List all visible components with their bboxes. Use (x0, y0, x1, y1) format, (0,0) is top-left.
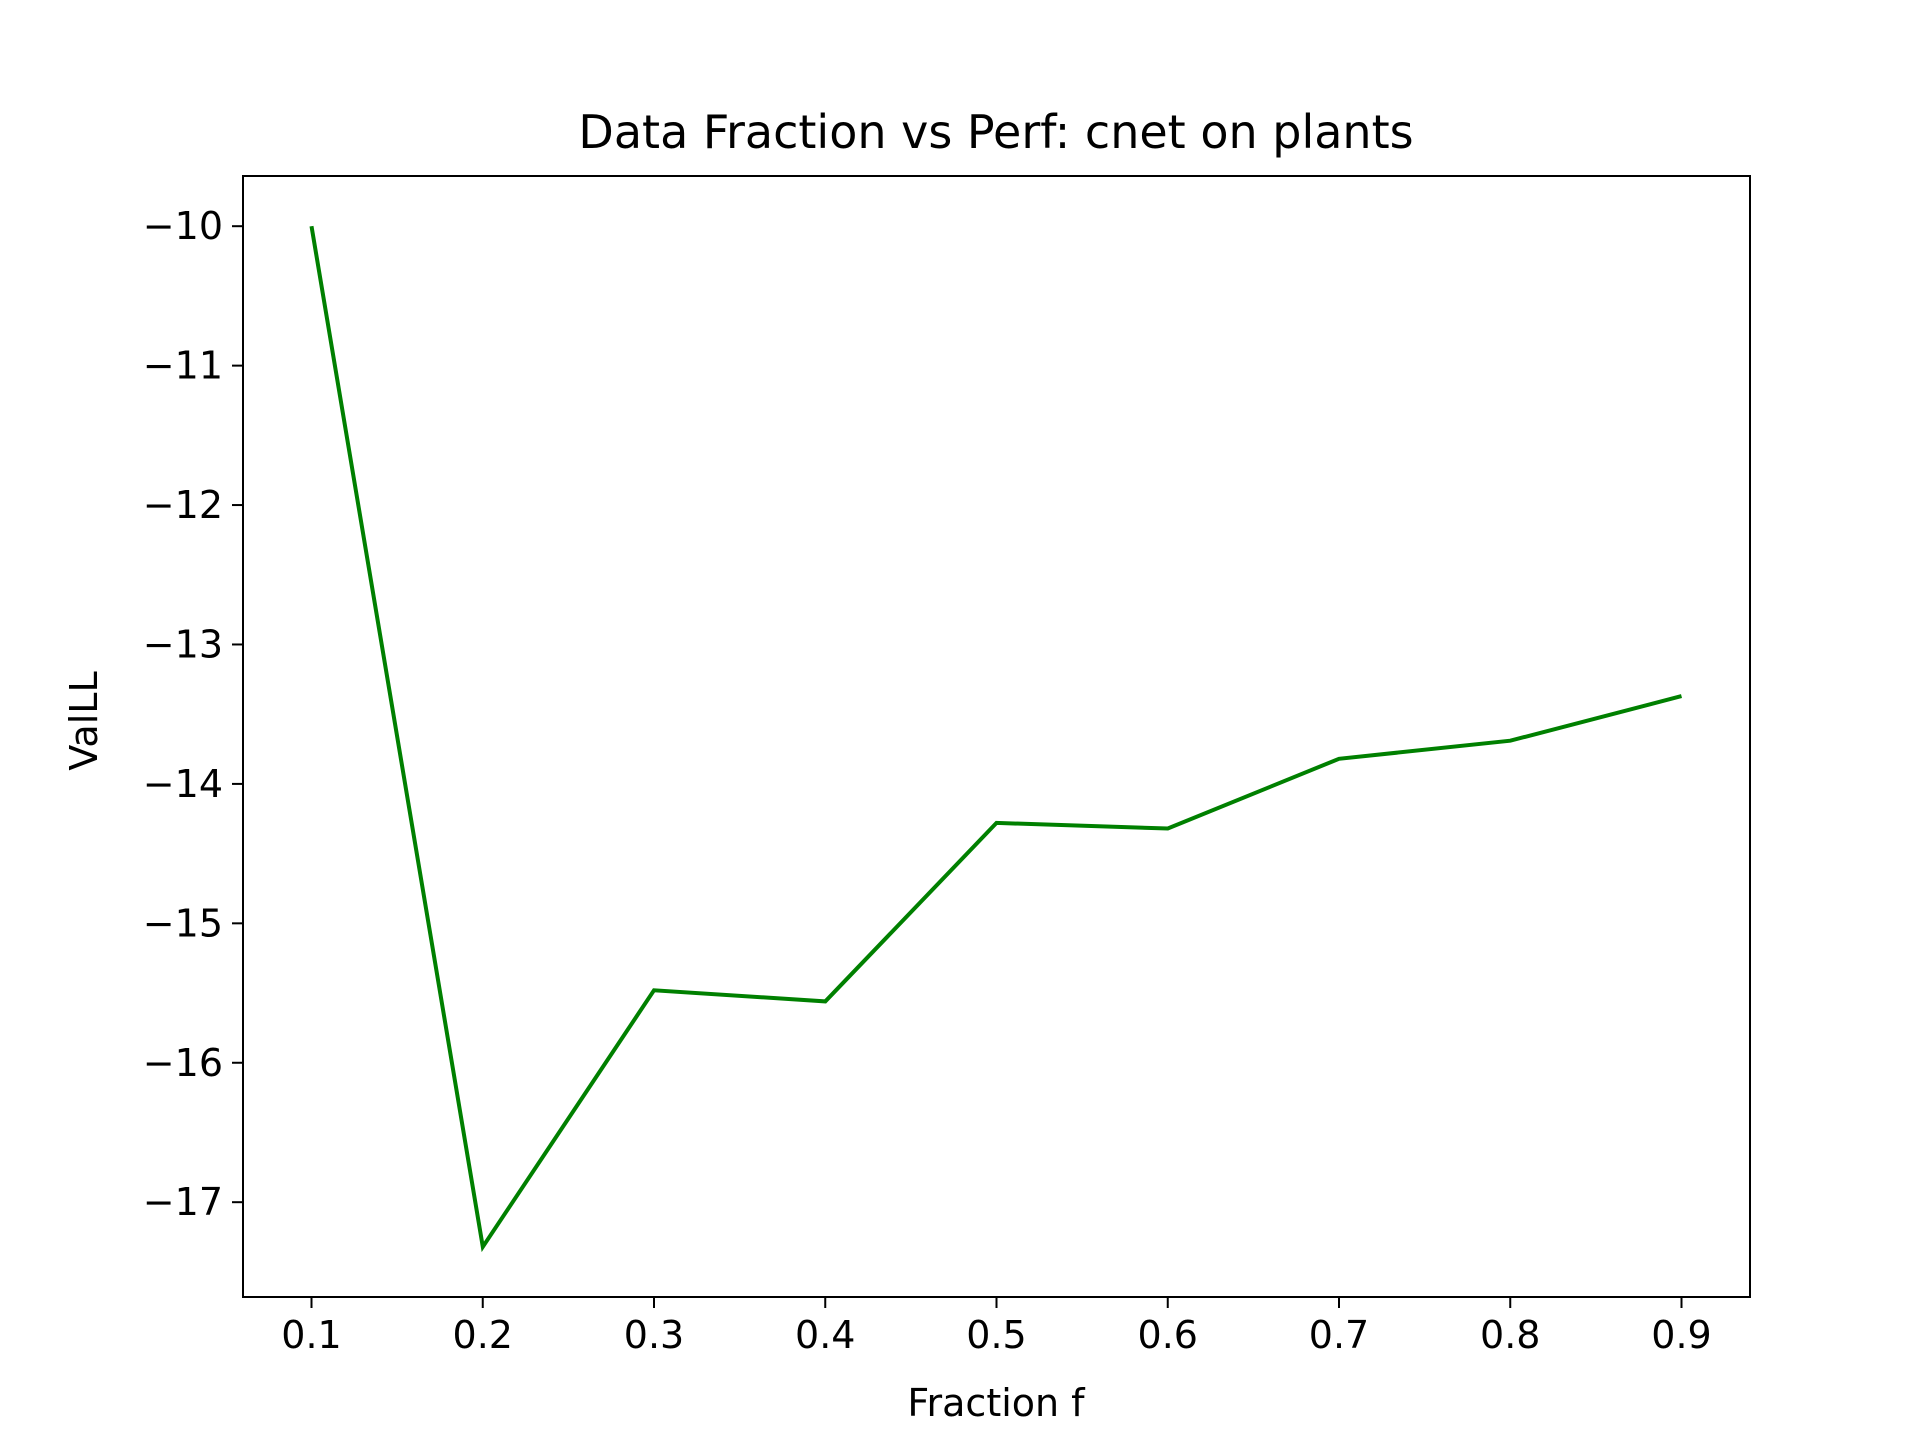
chart-title: Data Fraction vs Perf: cnet on plants (578, 105, 1413, 159)
y-tick-label: −11 (143, 344, 223, 388)
x-tick-label: 0.3 (624, 1313, 684, 1357)
y-tick-label: −10 (143, 204, 223, 248)
y-tick-label: −17 (143, 1180, 223, 1224)
x-tick-label: 0.7 (1309, 1313, 1369, 1357)
x-tick-label: 0.8 (1480, 1313, 1540, 1357)
x-tick-label: 0.6 (1138, 1313, 1198, 1357)
y-axis-label: ValLL (62, 671, 106, 770)
y-tick-label: −12 (143, 483, 223, 527)
x-tick-label: 0.4 (795, 1313, 855, 1357)
y-tick-label: −15 (143, 901, 223, 945)
y-tick-label: −16 (143, 1041, 223, 1085)
y-tick-label: −13 (143, 622, 223, 666)
x-tick-label: 0.5 (966, 1313, 1026, 1357)
y-tick-label: −14 (143, 762, 223, 806)
x-tick-label: 0.1 (281, 1313, 341, 1357)
x-axis-label: Fraction f (907, 1381, 1086, 1425)
x-tick-label: 0.2 (453, 1313, 513, 1357)
x-tick-label: 0.9 (1651, 1313, 1711, 1357)
series-line (309, 225, 1683, 1253)
plot-area: 0.1 0.2 0.3 0.4 0.5 0.6 0.7 0.8 0.9 −10 −11 −12 −13 −… (143, 175, 1751, 1357)
